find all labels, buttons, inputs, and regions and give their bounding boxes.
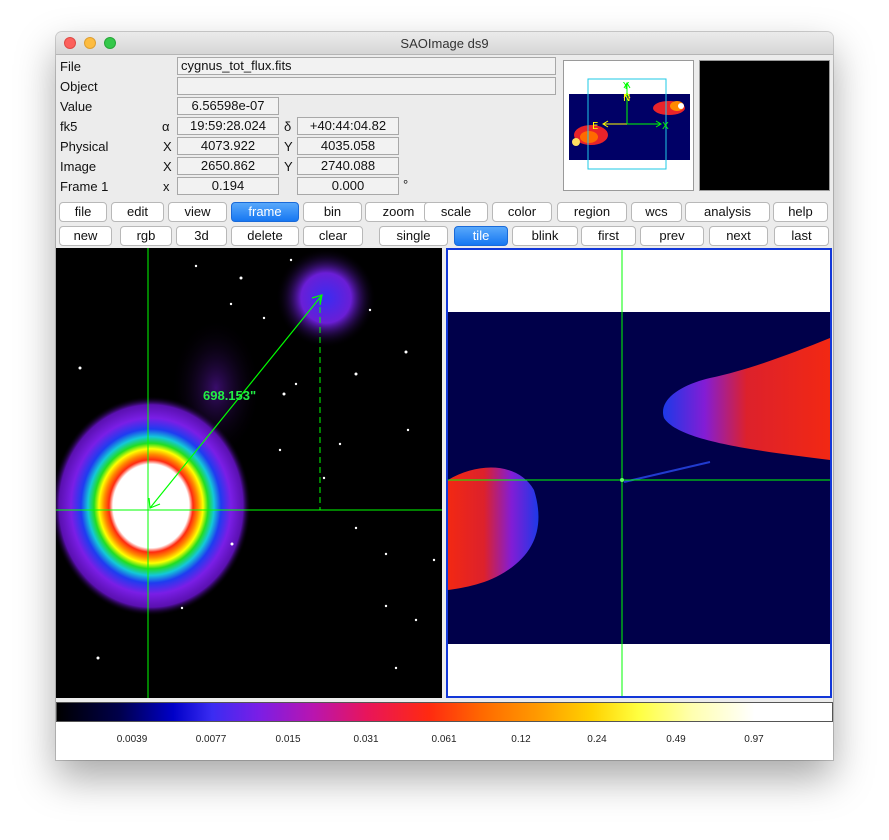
angle-field: 0.000: [297, 177, 399, 195]
panner[interactable]: N E X Y: [563, 60, 694, 191]
colorbar-tick-label: 0.0077: [195, 734, 227, 745]
main-view-button[interactable]: view: [168, 202, 227, 222]
main-wcs-button[interactable]: wcs: [631, 202, 682, 222]
file-field: cygnus_tot_flux.fits: [177, 57, 556, 75]
colorbar-scale: 0.0039 0.0077 0.015 0.031 0.061 0.12 0.24 0.49 0…: [56, 722, 833, 760]
main-edit-button[interactable]: edit: [111, 202, 164, 222]
minimize-button[interactable]: [84, 37, 96, 49]
title-bar: SAOImage ds9: [56, 32, 833, 55]
frame-tile-button[interactable]: tile: [454, 226, 508, 246]
frame-prev-button[interactable]: prev: [640, 226, 704, 246]
main-scale-button[interactable]: scale: [424, 202, 488, 222]
main-file-button[interactable]: file: [59, 202, 107, 222]
x-axis-label: X: [662, 121, 669, 132]
frame-x-symbol: x: [163, 179, 170, 194]
object-label: Object: [60, 79, 98, 94]
close-button[interactable]: [64, 37, 76, 49]
frame-2-canvas[interactable]: [446, 248, 832, 698]
east-label: E: [592, 121, 598, 132]
frame-rgb-button[interactable]: rgb: [120, 226, 172, 246]
frame-delete-button[interactable]: delete: [231, 226, 299, 246]
frame-1-canvas[interactable]: 698.153": [56, 248, 442, 698]
file-label: File: [60, 59, 81, 74]
image-x-field: 2650.862: [177, 157, 279, 175]
frame-first-button[interactable]: first: [581, 226, 636, 246]
right-lobe: [663, 338, 830, 460]
distance-region[interactable]: [149, 294, 323, 509]
frame-new-button[interactable]: new: [59, 226, 112, 246]
main-help-button[interactable]: help: [773, 202, 828, 222]
main-zoom-button[interactable]: zoom: [365, 202, 432, 222]
y-axis-label: Y: [622, 81, 630, 92]
left-lobe: [448, 467, 539, 590]
colorbar[interactable]: [56, 702, 833, 722]
physical-x-symbol: X: [163, 139, 172, 154]
frame-clear-button[interactable]: clear: [303, 226, 363, 246]
main-frame-button[interactable]: frame: [231, 202, 299, 222]
magnifier: [699, 60, 830, 191]
colorbar-tick-label: 0.015: [275, 734, 301, 745]
delta-symbol: δ: [284, 119, 292, 134]
colorbar-tick-label: 0.0039: [116, 734, 148, 745]
secondary-source: [276, 248, 376, 348]
value-field: 6.56598e-07: [177, 97, 279, 115]
panner-view-box: [587, 78, 667, 170]
alpha-symbol: α: [162, 119, 170, 134]
colorbar-tick-label: 0.031: [353, 734, 379, 745]
image-y-symbol: Y: [284, 159, 293, 174]
value-label: Value: [60, 99, 93, 114]
colorbar-tick-label: 0.49: [666, 734, 686, 745]
main-color-button[interactable]: color: [492, 202, 552, 222]
frame-last-button[interactable]: last: [774, 226, 829, 246]
image-y-field: 2740.088: [297, 157, 399, 175]
physical-y-field: 4035.058: [297, 137, 399, 155]
frame-3d-button[interactable]: 3d: [176, 226, 227, 246]
frame-blink-button[interactable]: blink: [512, 226, 578, 246]
physical-x-field: 4073.922: [177, 137, 279, 155]
colorbar-tick-label: 0.061: [431, 734, 457, 745]
wcs-label: fk5: [60, 119, 78, 134]
colorbar-tick-label: 0.97: [744, 734, 764, 745]
main-region-button[interactable]: region: [557, 202, 627, 222]
colorbar-tick-label: 0.24: [587, 734, 607, 745]
physical-y-symbol: Y: [284, 139, 293, 154]
dec-field: +40:44:04.82: [297, 117, 399, 135]
image-x-symbol: X: [163, 159, 172, 174]
physical-label: Physical: [60, 139, 109, 154]
window-title: SAOImage ds9: [400, 36, 489, 51]
frame-single-button[interactable]: single: [379, 226, 448, 246]
frame-label: Frame 1: [60, 179, 109, 194]
panner-thumbnail: N E X Y: [569, 78, 690, 170]
main-bin-button[interactable]: bin: [303, 202, 362, 222]
star-field: [78, 258, 436, 670]
colorbar-tick-label: 0.12: [511, 734, 531, 745]
ra-field: 19:59:28.024: [177, 117, 279, 135]
ds9-window: SAOImage ds9 File cygnus_tot_flux.fits O…: [56, 32, 833, 760]
image-label: Image: [60, 159, 97, 174]
zoom-button[interactable]: [104, 37, 116, 49]
zoom-field: 0.194: [177, 177, 279, 195]
main-analysis-button[interactable]: analysis: [685, 202, 770, 222]
object-field: [177, 77, 556, 95]
degree-symbol: °: [403, 177, 409, 192]
distance-label: 698.153": [203, 388, 256, 403]
north-label: N: [623, 93, 630, 104]
frame-next-button[interactable]: next: [709, 226, 768, 246]
